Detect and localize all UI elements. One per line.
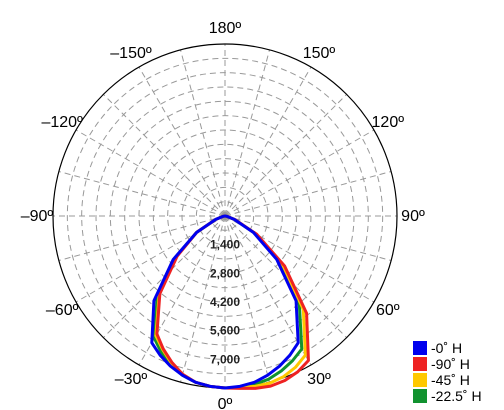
grid-spoke: [224, 171, 392, 217]
grid-spoke: [224, 215, 392, 261]
grid-spoke: [103, 94, 226, 217]
grid-spoke: [224, 49, 270, 217]
radial-tick-label: 4,200: [210, 295, 240, 309]
angle-tick-label: –60º: [46, 302, 79, 319]
legend-swatch: [413, 357, 427, 371]
grid-spoke: [180, 215, 226, 383]
legend: -0˚ H -90˚ H -45˚ H -22.5˚ H: [413, 340, 504, 404]
legend-swatch: [413, 389, 427, 403]
legend-swatch: [413, 341, 427, 355]
angle-tick-label: 0º: [218, 396, 233, 410]
grid-spoke: [224, 129, 375, 217]
grid-circle: [66, 57, 384, 375]
legend-swatch: [413, 373, 427, 387]
angle-tick-label: –150º: [110, 45, 152, 62]
grid-spoke: [75, 129, 226, 217]
grid-spoke: [180, 49, 226, 217]
angle-tick-label: –30º: [115, 371, 148, 388]
grid-spoke: [224, 215, 375, 303]
grid-circle: [195, 186, 255, 246]
legend-item: -90˚ H: [413, 356, 504, 372]
radial-tick-label: 7,000: [210, 352, 240, 366]
angle-tick-label: –90º: [21, 208, 54, 225]
polar-grid: [52, 43, 398, 389]
grid-spoke: [224, 94, 347, 217]
legend-item: -22.5˚ H: [413, 388, 504, 404]
angle-tick-label: 120º: [372, 114, 405, 131]
radial-tick-labels: 1,400 2,800 4,200 5,600 7,000: [210, 238, 240, 367]
series-curves: [150, 214, 310, 390]
angle-tick-label: 60º: [376, 302, 400, 319]
grid-spoke: [224, 215, 270, 383]
grid-spoke: [138, 66, 226, 217]
angle-tick-label: 150º: [303, 45, 336, 62]
legend-label: -22.5˚ H: [431, 388, 482, 404]
legend-label: -90˚ H: [431, 356, 470, 372]
legend-label: -0˚ H: [431, 340, 463, 356]
grid-circle: [95, 86, 355, 346]
series-line-0H: [150, 214, 300, 390]
angle-tick-label: 90º: [401, 208, 425, 225]
legend-item: -45˚ H: [413, 372, 504, 388]
angle-tick-label: –120º: [41, 114, 83, 131]
grid-spoke: [224, 66, 312, 217]
angle-tick-label: 30º: [307, 371, 331, 388]
radial-tick-label: 5,600: [210, 324, 240, 338]
grid-circle: [167, 158, 283, 274]
radial-tick-label: 2,800: [210, 266, 240, 280]
radial-tick-label: 1,400: [210, 238, 240, 252]
grid-spoke: [58, 215, 226, 261]
angle-tick-label: 180º: [209, 20, 242, 37]
angle-tick-labels: 0º 30º 60º 90º 120º 150º 180º –150º –120º –90º –60…: [21, 20, 425, 410]
grid-spoke: [58, 171, 226, 217]
grid-spoke: [75, 215, 226, 303]
legend-label: -45˚ H: [431, 372, 470, 388]
legend-item: -0˚ H: [413, 340, 504, 356]
